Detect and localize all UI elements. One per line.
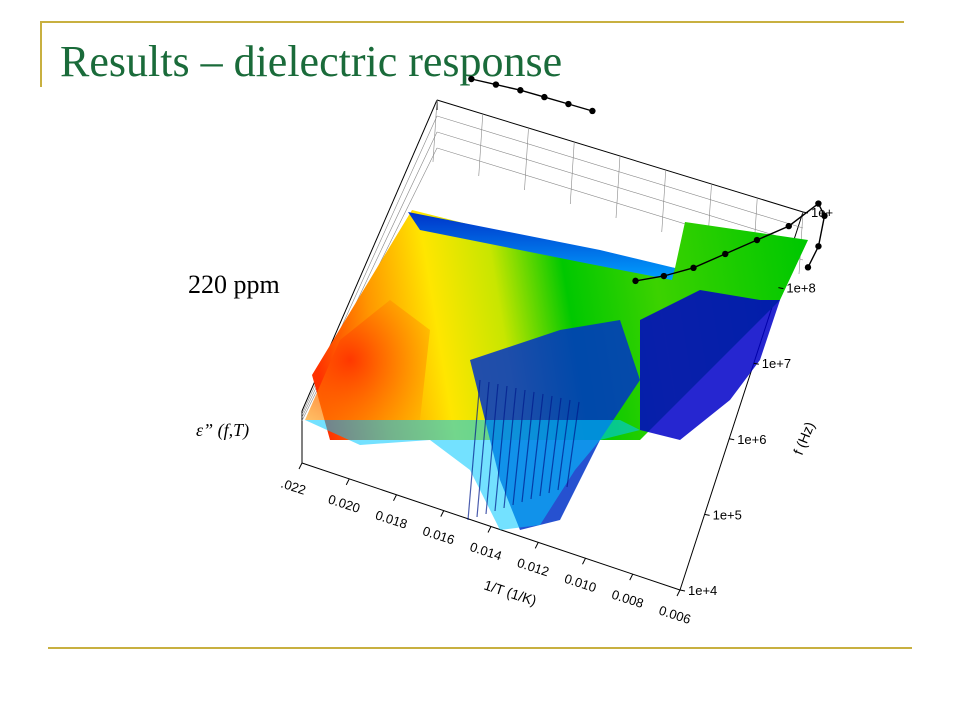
x-tick-mark <box>676 589 681 597</box>
x-tick-mark <box>534 542 539 549</box>
y-tick-labels: 1e+4 1e+5 1e+6 1e+7 1e+8 1e+ <box>679 205 833 598</box>
x-tick-mark <box>298 462 303 470</box>
data-point <box>815 243 822 250</box>
surface-ridge-line <box>530 393 544 500</box>
data-markers <box>468 75 828 285</box>
x-tick-label: 0.018 <box>374 507 410 531</box>
y-tick-label: 1e+6 <box>737 432 766 447</box>
y-tick-label: 1e+5 <box>713 507 742 522</box>
x-tick-label: 0.014 <box>468 539 504 563</box>
data-point <box>541 93 548 101</box>
data-point <box>690 264 697 272</box>
x-tick-mark <box>393 494 397 501</box>
surface-ridge-line <box>566 401 580 488</box>
x-tick-label: 0.006 <box>657 603 693 627</box>
surface-peak <box>305 300 430 420</box>
x-axis-label: 1/T (1/K) <box>482 577 538 609</box>
data-point <box>492 81 500 88</box>
grid-line <box>661 169 667 233</box>
x-tick-mark <box>629 573 634 581</box>
page-title: Results – dielectric response <box>60 37 563 86</box>
surface-ridge-line <box>503 387 517 509</box>
x-tick-label: 0.020 <box>326 491 362 515</box>
data-point <box>753 236 761 244</box>
grid-line <box>478 113 484 177</box>
grid-line <box>569 141 575 205</box>
series-line <box>635 202 826 282</box>
surface-back-edge <box>408 212 675 280</box>
y-tick-mark <box>753 362 759 365</box>
x-tick-mark <box>582 558 586 565</box>
data-point <box>632 277 639 285</box>
data-point <box>517 87 524 94</box>
surface-ridge-line <box>476 381 490 518</box>
surface-right-blue <box>640 290 780 440</box>
series-line <box>471 78 593 112</box>
grid-line <box>524 127 529 191</box>
surface-ridge-line <box>494 385 508 512</box>
x-tick-label: 0.012 <box>515 555 551 579</box>
bottom-rule <box>48 647 912 649</box>
data-point <box>468 75 475 83</box>
data-point <box>804 264 812 271</box>
data-point <box>565 100 572 108</box>
x-tick-mark <box>345 478 350 486</box>
left-rule <box>40 21 42 87</box>
y-tick-mark <box>679 589 686 592</box>
y-axis-label: f (Hz) <box>790 419 818 457</box>
z-axis-label: ε” (f,T) <box>196 420 250 440</box>
surface-ridge-line <box>557 399 571 491</box>
surface-ridge-line <box>539 395 553 497</box>
x-tick-mark <box>487 526 492 533</box>
grid-line <box>436 115 804 229</box>
y-tick-mark <box>778 287 784 290</box>
y-tick-mark <box>729 438 735 441</box>
y-tick-label: 1e+4 <box>688 583 717 598</box>
grid-line <box>436 131 804 245</box>
surface-ridge-line <box>521 391 535 503</box>
surface-ridge-line <box>548 397 562 494</box>
x-tick-label: 0.010 <box>563 571 599 595</box>
y-tick-mark <box>802 211 809 214</box>
surface-mesh <box>305 210 808 530</box>
x-tick-label: 0.008 <box>610 587 646 611</box>
data-point <box>660 272 668 280</box>
y-tick-label: 1e+7 <box>762 356 791 371</box>
surface-ridge-line <box>512 389 526 506</box>
data-point <box>815 200 822 207</box>
surface-ridge-line <box>467 379 481 521</box>
y-tick-label: 1e+8 <box>786 281 815 296</box>
x-tick-label: 0.016 <box>421 523 457 547</box>
grid-line <box>432 99 438 163</box>
data-point <box>821 212 828 220</box>
x-tick-label: .022 <box>279 476 308 498</box>
surface-fringe <box>305 420 640 530</box>
grid-line <box>615 155 621 219</box>
data-point <box>589 107 596 115</box>
annotation-ppm: 220 ppm <box>188 270 280 299</box>
data-point <box>722 250 729 258</box>
y-tick-label: 1e+ <box>811 205 833 220</box>
top-rule <box>40 21 904 23</box>
surface-ridge-line <box>485 383 499 515</box>
data-point <box>785 222 792 230</box>
x-tick-mark <box>440 510 445 517</box>
y-tick-mark <box>704 513 710 516</box>
